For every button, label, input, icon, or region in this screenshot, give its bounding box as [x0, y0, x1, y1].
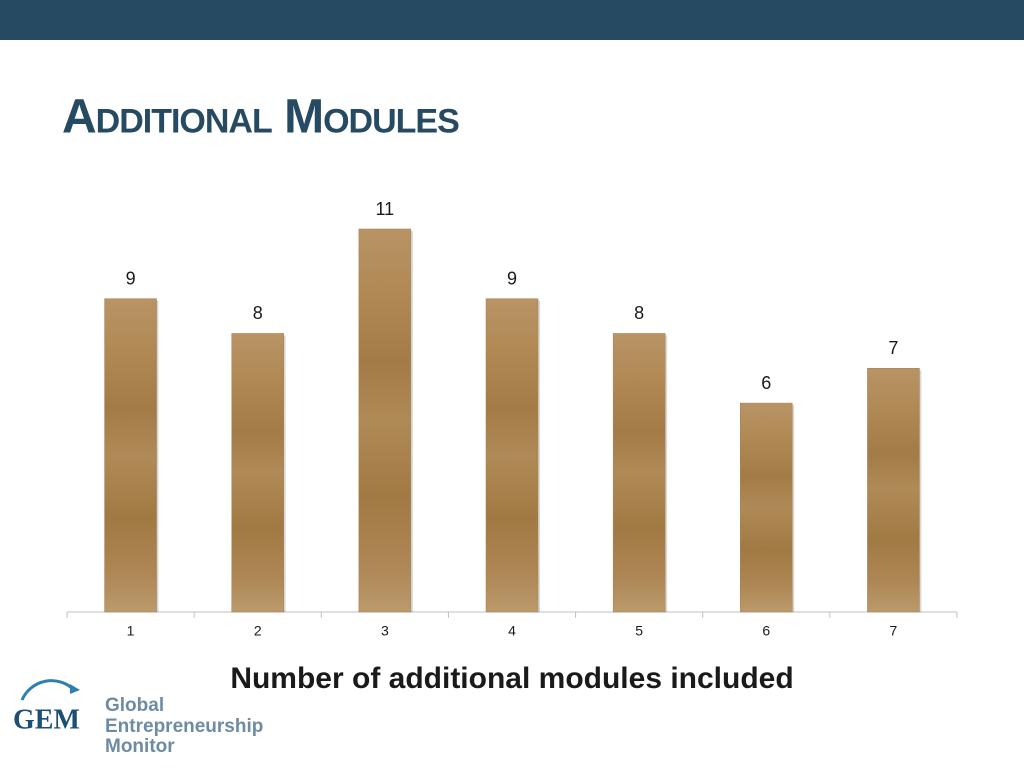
- data-label: 6: [761, 373, 771, 393]
- data-label: 8: [634, 303, 644, 323]
- x-tick-label: 7: [890, 623, 898, 639]
- data-label: 11: [376, 199, 395, 219]
- bar: [231, 333, 284, 613]
- x-tick-label: 2: [254, 623, 262, 639]
- bar: [867, 368, 920, 613]
- x-tick-label: 1: [127, 623, 135, 639]
- logo-line: Entrepreneurship: [105, 716, 263, 737]
- logo-mark: GEM: [13, 704, 80, 735]
- x-tick-label: 4: [508, 623, 516, 639]
- bar: [358, 228, 412, 613]
- x-axis-title: Number of additional modules included: [230, 662, 793, 695]
- bar: [740, 402, 793, 613]
- data-label: 9: [126, 268, 136, 288]
- data-label: 9: [507, 268, 517, 288]
- bar: [104, 298, 157, 613]
- logo-line: Global: [105, 695, 164, 716]
- bar: [485, 298, 539, 613]
- bar: [612, 333, 666, 613]
- x-tick-label: 3: [381, 623, 389, 639]
- logo: GEM Global Entrepreneurship Monitor: [13, 679, 263, 757]
- logo-swoosh: [20, 679, 76, 701]
- data-label: 7: [888, 338, 898, 358]
- x-tick-label: 6: [762, 623, 770, 639]
- slide-title: Additional Modules: [62, 91, 459, 144]
- header-band: [0, 0, 1024, 40]
- logo-arrow: [70, 684, 80, 694]
- x-tick-label: 5: [635, 623, 643, 639]
- data-label: 8: [253, 303, 263, 323]
- logo-line: Monitor: [105, 736, 175, 757]
